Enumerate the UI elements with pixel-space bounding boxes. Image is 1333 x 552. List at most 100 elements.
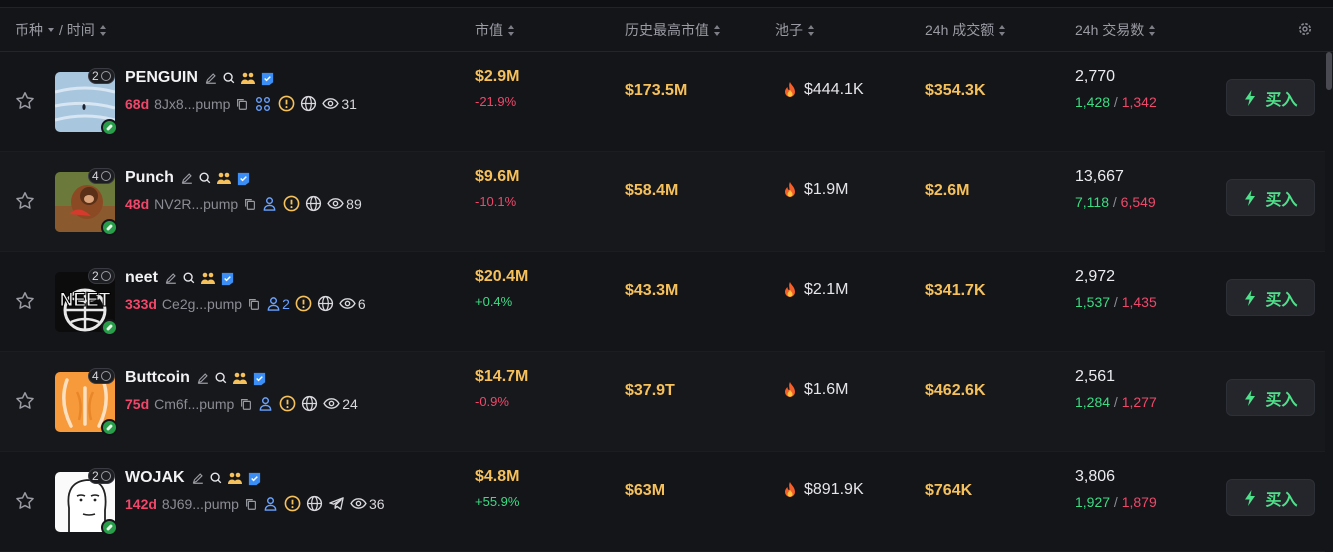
table-row[interactable]: 4 Buttcoin 75d Cm6f...pump 24 $14.7M -0.9% $37.…	[0, 352, 1333, 452]
tx-count: 2,770	[1075, 68, 1116, 85]
copy-icon[interactable]	[244, 497, 258, 511]
search-icon[interactable]	[222, 71, 236, 85]
star-icon[interactable]	[14, 290, 36, 312]
edit-icon[interactable]	[204, 71, 218, 85]
globe-icon[interactable]	[306, 495, 323, 512]
tx-count: 2,561	[1075, 368, 1116, 385]
eye-icon	[327, 197, 344, 210]
warning-icon[interactable]	[295, 295, 312, 312]
token-age: 48d	[125, 195, 150, 212]
token-avatar[interactable]: 4	[55, 168, 118, 236]
volume-value: $462.6K	[925, 382, 986, 399]
sell-count: 1,277	[1121, 394, 1157, 410]
copy-icon[interactable]	[247, 297, 261, 311]
scrollbar[interactable]	[1325, 52, 1333, 552]
header-pool[interactable]: 池子	[775, 20, 815, 40]
buy-button[interactable]: 买入	[1226, 479, 1315, 516]
telegram-icon[interactable]	[328, 495, 345, 512]
holders-indicator	[263, 496, 279, 511]
table-row[interactable]: NEET 2 neet 333d Ce2g...pump 2 6 $20.4M +0.4% $43…	[0, 252, 1333, 352]
token-address: Ce2g...pump	[161, 295, 243, 312]
star-icon[interactable]	[14, 490, 36, 512]
token-address: NV2R...pump	[154, 195, 239, 212]
token-avatar[interactable]: NEET 2	[55, 268, 118, 336]
globe-icon[interactable]	[300, 95, 317, 112]
pool-value: $1.6M	[804, 381, 849, 398]
market-cap-value: $9.6M	[475, 168, 520, 185]
copy-icon[interactable]	[235, 97, 249, 111]
team-icon	[216, 171, 232, 185]
clock-icon	[100, 171, 111, 181]
header-txs[interactable]: 24h 交易数	[1075, 20, 1156, 40]
pool-cell: $891.9K	[782, 481, 864, 499]
market-cap-value: $14.7M	[475, 368, 529, 385]
edit-icon[interactable]	[191, 471, 205, 485]
copy-icon[interactable]	[243, 197, 257, 211]
search-icon[interactable]	[198, 171, 212, 185]
table-row[interactable]: 2 PENGUIN 68d 8Jx8...pump 31 $2.9M -21.9% $173.…	[0, 52, 1333, 152]
buy-count: 1,927	[1075, 494, 1111, 510]
header-volume[interactable]: 24h 成交额	[925, 20, 1006, 40]
scrollbar-thumb[interactable]	[1326, 52, 1332, 90]
count-badge: 4	[88, 368, 115, 384]
token-avatar[interactable]: 4	[55, 368, 118, 436]
warning-icon[interactable]	[284, 495, 301, 512]
globe-icon[interactable]	[301, 395, 318, 412]
token-name[interactable]: neet	[125, 269, 158, 286]
token-name[interactable]: PENGUIN	[125, 69, 198, 86]
count-value: 4	[92, 369, 99, 383]
sell-count: 1,879	[1121, 494, 1157, 510]
token-name[interactable]: Buttcoin	[125, 369, 190, 386]
table-row[interactable]: 2 WOJAK 142d 8J69...pump 36 $4.8M +55.9% $63M $8…	[0, 452, 1333, 552]
holders-indicator	[262, 196, 278, 211]
clock-icon	[100, 371, 111, 381]
pool-cell: $444.1K	[782, 81, 864, 99]
search-icon[interactable]	[209, 471, 223, 485]
count-badge: 2	[88, 468, 115, 484]
star-icon[interactable]	[14, 190, 36, 212]
star-icon[interactable]	[14, 90, 36, 112]
globe-icon[interactable]	[317, 295, 334, 312]
pool-value: $1.9M	[804, 181, 849, 198]
verified-icon	[220, 271, 235, 286]
eye-icon	[339, 297, 356, 310]
header-ath[interactable]: 历史最高市值	[625, 20, 721, 40]
copy-icon[interactable]	[239, 397, 253, 411]
verified-icon	[260, 71, 275, 86]
token-name[interactable]: WOJAK	[125, 469, 185, 486]
star-icon[interactable]	[14, 390, 36, 412]
table-row[interactable]: 4 Punch 48d NV2R...pump 89 $9.6M -10.1% $58.4M $…	[0, 152, 1333, 252]
header-coin[interactable]: 币种 / 时间	[15, 20, 107, 40]
token-avatar[interactable]: 2	[55, 468, 118, 536]
edit-icon[interactable]	[196, 371, 210, 385]
search-icon[interactable]	[182, 271, 196, 285]
token-address: Cm6f...pump	[154, 395, 235, 412]
token-address: 8J69...pump	[161, 495, 239, 512]
clock-icon	[100, 471, 111, 481]
buy-button[interactable]: 买入	[1226, 79, 1315, 116]
count-badge: 2	[88, 68, 115, 84]
buy-button[interactable]: 买入	[1226, 179, 1315, 216]
warning-icon[interactable]	[283, 195, 300, 212]
settings-icon[interactable]	[1297, 21, 1313, 37]
search-icon[interactable]	[214, 371, 228, 385]
views-indicator: 6	[339, 296, 366, 312]
pill-icon	[101, 519, 118, 536]
token-name[interactable]: Punch	[125, 169, 174, 186]
avatar-neet-text: NEET	[60, 290, 111, 311]
views-indicator: 89	[327, 196, 362, 212]
header-market-cap[interactable]: 市值	[475, 20, 515, 40]
token-avatar[interactable]: 2	[55, 68, 118, 136]
buy-button[interactable]: 买入	[1226, 279, 1315, 316]
warning-icon[interactable]	[278, 95, 295, 112]
globe-icon[interactable]	[305, 195, 322, 212]
buy-button[interactable]: 买入	[1226, 379, 1315, 416]
holders-icon	[258, 396, 273, 411]
edit-icon[interactable]	[180, 171, 194, 185]
edit-icon[interactable]	[164, 271, 178, 285]
volume-value: $2.6M	[925, 182, 970, 199]
chevron-down-icon	[48, 28, 54, 32]
warning-icon[interactable]	[279, 395, 296, 412]
sell-count: 1,435	[1121, 294, 1157, 310]
team-icon	[227, 471, 243, 485]
